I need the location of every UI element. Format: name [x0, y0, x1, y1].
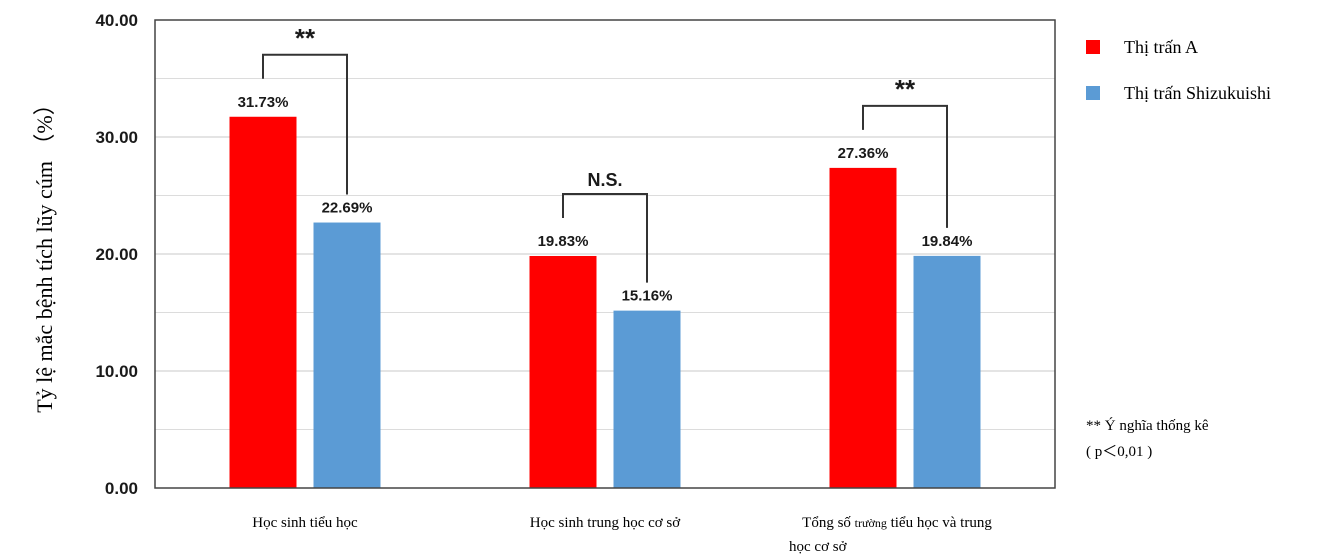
legend: Thị trấn A Thị trấn Shizukuishi: [1086, 37, 1271, 103]
legend-swatch-town-a: [1086, 40, 1100, 54]
x-category-label: Học sinh tiểu học: [252, 515, 358, 531]
y-tick-label: 40.00: [95, 11, 138, 30]
x-category-label: Tổng số trường tiểu học và trung: [802, 515, 992, 531]
y-tick-label: 20.00: [95, 245, 138, 264]
x-category-label: Học sinh trung học cơ sở: [530, 515, 681, 531]
bars: [229, 116, 981, 489]
y-axis-ticks: 0.00 10.00 20.00 30.00 40.00: [95, 11, 138, 498]
y-tick-label: 10.00: [95, 362, 138, 381]
data-label: 19.83%: [538, 233, 589, 250]
bar-shizukuishi: [313, 222, 381, 489]
significance-label: N.S.: [587, 170, 622, 190]
data-label: 31.73%: [238, 94, 289, 111]
legend-label-shizukuishi: Thị trấn Shizukuishi: [1124, 83, 1271, 103]
bar-shizukuishi: [913, 255, 981, 488]
bar-shizukuishi: [613, 310, 681, 488]
significance-bracket: [562, 192, 648, 283]
significance-label: **: [295, 23, 316, 53]
data-labels: 31.73% 22.69% ** 19.83% 15.16% N.S. 27.36% 19.8…: [238, 23, 973, 305]
data-label: 15.16%: [622, 288, 673, 305]
x-axis-categories: Học sinh tiểu học Học sinh trung học cơ s…: [252, 515, 992, 555]
legend-label-town-a: Thị trấn A: [1124, 37, 1198, 57]
bar-town-a: [829, 167, 897, 488]
legend-swatch-shizukuishi: [1086, 86, 1100, 100]
significance-brackets: [262, 53, 948, 283]
y-tick-label: 0.00: [105, 479, 138, 498]
note-line-2: ( p＜0,01 ): [1086, 444, 1152, 460]
significance-bracket: [262, 53, 348, 195]
plot-area-frame: [154, 19, 1056, 489]
significance-note: ** Ý nghĩa thống kê ( p＜0,01 ): [1086, 417, 1209, 460]
y-axis-label: Tỷ lệ mắc bệnh tích lũy cúm （%）: [32, 93, 57, 413]
data-label: 22.69%: [322, 200, 373, 217]
x-category-label-line: học cơ sở: [789, 539, 848, 555]
data-label: 27.36%: [838, 145, 889, 162]
data-label: 19.84%: [922, 233, 973, 250]
significance-label: **: [895, 74, 916, 104]
bar-town-a: [529, 255, 597, 488]
note-line-1: ** Ý nghĩa thống kê: [1086, 417, 1209, 434]
y-tick-label: 30.00: [95, 128, 138, 147]
bar-town-a: [229, 116, 297, 488]
significance-bracket: [862, 104, 948, 228]
grid-lines: [155, 78, 1055, 430]
